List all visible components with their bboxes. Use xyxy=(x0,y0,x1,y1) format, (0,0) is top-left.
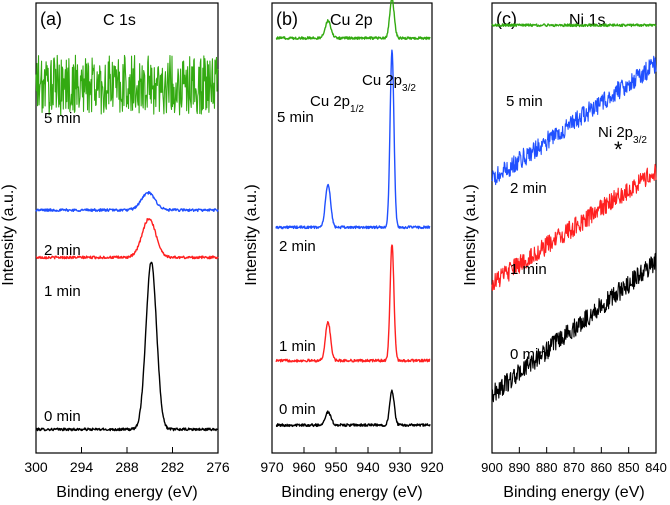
series-label-5-min: 5 min xyxy=(506,93,543,110)
series-line-0-min xyxy=(491,252,657,403)
series-label-1-min: 1 min xyxy=(279,338,316,355)
annotation-ni-2p32-main: Ni 2p xyxy=(598,124,633,141)
x-tick-label-4: 276 xyxy=(206,459,230,475)
x-tick-label-0: 900 xyxy=(481,460,503,475)
series-line-1-min xyxy=(275,244,431,363)
series-labels-a: 0 min 1 min 2 min 5 min xyxy=(44,110,81,425)
series-label-2-min: 2 min xyxy=(279,238,316,255)
series-line-5-min xyxy=(35,54,219,116)
y-axis-label-b: Intensity (a.u.) xyxy=(243,184,260,285)
panel-title-b: Cu 2p xyxy=(330,12,373,29)
series-line-1-min xyxy=(35,218,219,260)
x-tick-label-0: 970 xyxy=(260,459,284,475)
curves-a xyxy=(35,54,219,432)
x-axis-label-a: Binding energy (eV) xyxy=(56,484,197,501)
panel-a: (a) C 1s 300 294 288 282 276 0 min 1 min 2 min… xyxy=(24,2,230,501)
x-tick-label-5: 920 xyxy=(420,459,444,475)
panel-title-a: C 1s xyxy=(103,12,136,29)
x-tick-label-4: 930 xyxy=(388,459,412,475)
series-label-2-min: 2 min xyxy=(44,242,81,259)
annotation-cu-2p32-sub: 3/2 xyxy=(402,83,416,94)
panel-label-a: (a) xyxy=(40,9,62,29)
x-axis-label-b: Binding energy (eV) xyxy=(281,484,422,501)
curves-c xyxy=(491,23,657,403)
annotation-ni-2p32-sub: 3/2 xyxy=(633,135,647,146)
x-ticks-a: 300 294 288 282 276 xyxy=(24,447,230,475)
series-labels-b: 0 min 1 min 2 min 5 min xyxy=(277,109,316,418)
x-tick-label-5: 850 xyxy=(618,460,640,475)
x-ticks-c: 900 890 880 870 860 850 840 xyxy=(481,447,667,475)
annotation-cu-2p12-main: Cu 2p xyxy=(310,93,350,110)
annotation-cu-2p12-sub: 1/2 xyxy=(350,104,364,115)
x-tick-label-2: 950 xyxy=(324,459,348,475)
annotation-cu-2p12: Cu 2p1/2 xyxy=(310,93,364,115)
series-label-1-min: 1 min xyxy=(510,261,547,278)
plot-frame-c xyxy=(491,2,657,454)
x-tick-label-2: 880 xyxy=(536,460,558,475)
series-line-5-min xyxy=(275,0,431,41)
annotation-ni-2p32: Ni 2p3/2 xyxy=(598,124,647,146)
y-axis-label-a: Intensity (a.u.) xyxy=(0,184,17,285)
series-line-2-min xyxy=(275,49,431,230)
series-label-1-min: 1 min xyxy=(44,283,81,300)
x-tick-label-1: 294 xyxy=(70,459,94,475)
x-tick-label-4: 860 xyxy=(590,460,612,475)
x-tick-label-3: 870 xyxy=(563,460,585,475)
x-ticks-b: 970 960 950 940 930 920 xyxy=(260,447,444,475)
series-line-5-min xyxy=(491,23,657,28)
plot-frame-b xyxy=(271,2,433,454)
series-label-2-min: 2 min xyxy=(510,180,547,197)
x-tick-label-0: 300 xyxy=(24,459,48,475)
x-tick-label-3: 940 xyxy=(356,459,380,475)
series-line-1-min xyxy=(491,163,657,291)
series-label-5-min: 5 min xyxy=(44,110,81,127)
series-label-0-min: 0 min xyxy=(44,408,81,425)
annotation-cu-2p32: Cu 2p3/2 xyxy=(362,72,416,94)
series-line-2-min xyxy=(35,191,219,213)
series-label-5-min: 5 min xyxy=(277,109,314,126)
series-line-2-min xyxy=(491,55,657,186)
panel-label-b: (b) xyxy=(276,9,298,29)
curves-b xyxy=(275,0,431,428)
x-tick-label-1: 890 xyxy=(508,460,530,475)
x-tick-label-1: 960 xyxy=(292,459,316,475)
series-line-0-min xyxy=(275,389,431,428)
panel-b: (b) Cu 2p 970 960 950 940 930 920 0 min 1 min 2… xyxy=(260,0,444,501)
series-labels-c: 0 min 1 min 2 min 5 min xyxy=(506,93,547,363)
annotation-cu-2p32-main: Cu 2p xyxy=(362,72,402,89)
x-tick-label-6: 840 xyxy=(645,460,667,475)
x-tick-label-3: 282 xyxy=(161,459,185,475)
annotation-asterisk: * xyxy=(614,137,623,162)
series-line-0-min xyxy=(35,261,219,432)
y-axis-label-c: Intensity (a.u.) xyxy=(462,184,479,285)
series-label-0-min: 0 min xyxy=(279,401,316,418)
x-tick-label-2: 288 xyxy=(115,459,139,475)
series-label-0-min: 0 min xyxy=(510,346,547,363)
x-axis-label-c: Binding energy (eV) xyxy=(503,484,644,501)
